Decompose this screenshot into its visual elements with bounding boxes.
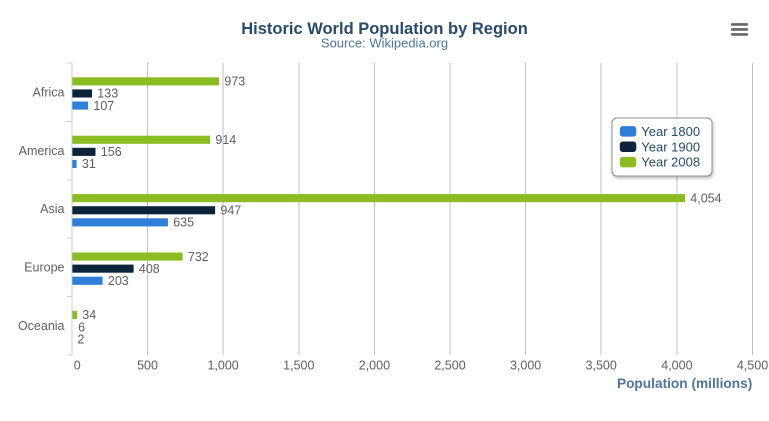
svg-text:America: America (19, 144, 65, 158)
svg-text:203: 203 (108, 274, 129, 288)
svg-text:2,500: 2,500 (434, 359, 465, 373)
svg-text:0: 0 (74, 359, 81, 373)
svg-text:Oceania: Oceania (18, 319, 65, 333)
svg-text:947: 947 (220, 204, 241, 218)
svg-text:4,500: 4,500 (737, 359, 768, 373)
svg-text:107: 107 (93, 99, 114, 113)
svg-text:4,000: 4,000 (661, 359, 692, 373)
svg-text:6: 6 (78, 320, 85, 334)
svg-text:732: 732 (188, 250, 209, 264)
svg-text:2: 2 (78, 332, 85, 346)
svg-text:Year 1800: Year 1800 (641, 124, 700, 139)
svg-text:156: 156 (101, 145, 122, 159)
svg-text:34: 34 (82, 308, 96, 322)
svg-text:3,500: 3,500 (586, 359, 617, 373)
svg-text:914: 914 (215, 133, 236, 147)
svg-text:4,054: 4,054 (690, 191, 721, 205)
svg-text:1,000: 1,000 (207, 359, 238, 373)
svg-text:Asia: Asia (40, 202, 64, 216)
svg-text:500: 500 (137, 359, 158, 373)
svg-text:3,000: 3,000 (510, 359, 541, 373)
svg-text:Europe: Europe (24, 261, 64, 275)
svg-text:Year 1900: Year 1900 (641, 139, 700, 154)
svg-text:Africa: Africa (33, 86, 65, 100)
svg-text:Historic World Population by R: Historic World Population by Region (241, 20, 528, 38)
svg-text:Source: Wikipedia.org: Source: Wikipedia.org (321, 36, 448, 51)
svg-text:133: 133 (97, 87, 118, 101)
svg-text:408: 408 (139, 262, 160, 276)
svg-text:Population (millions): Population (millions) (617, 376, 752, 391)
svg-text:2,000: 2,000 (359, 359, 390, 373)
svg-text:1,500: 1,500 (283, 359, 314, 373)
svg-text:31: 31 (82, 157, 96, 171)
svg-text:973: 973 (224, 75, 245, 89)
svg-text:Year 2008: Year 2008 (641, 155, 700, 170)
svg-text:635: 635 (173, 216, 194, 230)
